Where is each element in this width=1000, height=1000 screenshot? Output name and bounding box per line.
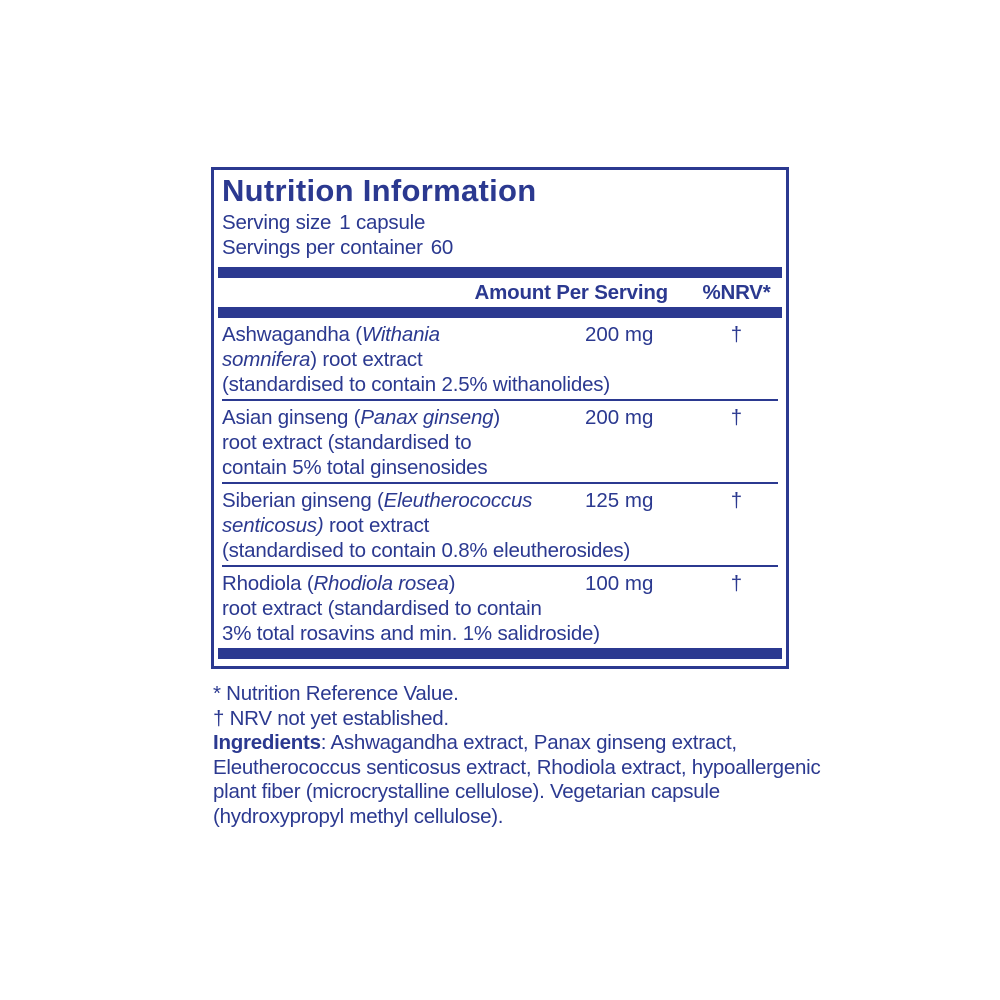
text-segment: )	[448, 572, 456, 595]
amount-value: 200 mg	[585, 406, 654, 429]
ingredient-name: Siberian ginseng (Eleutherococcus sentico…	[222, 488, 630, 563]
text-segment: somnifera	[222, 348, 311, 371]
text-segment: Withania	[361, 323, 440, 346]
ingredient-name-line: Rhodiola (Rhodiola rosea)	[222, 571, 585, 596]
ingredient-name-line: Ashwagandha (Withania	[222, 322, 585, 347]
serving-size-label: Serving size	[222, 211, 332, 234]
nrv-value: †	[730, 406, 743, 429]
ingredients-line: Eleutherococcus senticosus extract, Rhod…	[213, 756, 833, 781]
ingredient-name-line: root extract (standardised to	[222, 430, 585, 455]
text-segment: Ingredients	[213, 731, 321, 755]
ingredients-line: plant fiber (microcrystalline cellulose)…	[213, 780, 833, 805]
amount-value: 100 mg	[585, 572, 654, 595]
serving-size-line: Serving size 1 capsule	[222, 210, 778, 235]
text-segment: (standardised to contain 2.5% withanolid…	[222, 373, 610, 396]
nrv-value: †	[730, 572, 743, 595]
nrv-value: †	[730, 323, 743, 346]
text-segment: (hydroxypropyl methyl cellulose).	[213, 804, 504, 828]
amount-value: 125 mg	[585, 489, 654, 512]
ingredient-name-line: (standardised to contain 0.8% eleutheros…	[222, 538, 630, 563]
table-row: Ashwagandha (Withania somnifera) root ext…	[222, 318, 778, 399]
footnote-nrv-reference: * Nutrition Reference Value.	[213, 682, 459, 705]
text-segment: Panax ginseng	[360, 406, 494, 429]
text-segment: )	[493, 406, 500, 429]
table-row: Rhodiola (Rhodiola rosea) root extract (s…	[222, 565, 778, 648]
amount-value: 200 mg	[585, 323, 654, 346]
ingredient-name-line: root extract (standardised to contain	[222, 596, 585, 621]
text-segment: Asian ginseng (	[222, 406, 361, 429]
panel-title: Nutrition Information	[222, 173, 537, 208]
ingredient-name-line: somnifera) root extract	[222, 347, 585, 372]
text-segment: Siberian ginseng (	[222, 489, 384, 512]
nrv-value: †	[730, 489, 743, 512]
text-segment: Rhodiola rosea	[313, 572, 449, 595]
ingredient-name: Rhodiola (Rhodiola rosea) root extract (s…	[222, 571, 600, 646]
text-segment: root extract (standardised to	[222, 431, 472, 454]
ingredients-line: (hydroxypropyl methyl cellulose).	[213, 805, 833, 830]
text-segment: root extract (standardised to contain	[222, 597, 542, 620]
ingredients-line: Ingredients: Ashwagandha extract, Panax …	[213, 731, 833, 756]
text-segment: Ashwagandha (	[222, 323, 362, 346]
text-segment: senticosus)	[222, 514, 324, 537]
text-segment: (standardised to contain 0.8% eleutheros…	[222, 539, 631, 562]
ingredient-name-line: 3% total rosavins and min. 1% salidrosid…	[222, 621, 600, 646]
text-segment: 3% total rosavins and min. 1% salidrosid…	[222, 622, 600, 645]
ingredient-name-line: contain 5% total ginsenosides	[222, 455, 585, 480]
text-segment: contain 5% total ginsenosides	[222, 456, 488, 479]
text-segment: ) root extract	[310, 348, 423, 371]
ingredient-name-line: Siberian ginseng (Eleutherococcus	[222, 488, 585, 513]
ingredients-paragraph: Ingredients: Ashwagandha extract, Panax …	[213, 731, 833, 829]
nutrition-panel: Nutrition Information Serving size 1 caps…	[211, 167, 789, 669]
divider-thick-top	[218, 267, 782, 278]
divider-thick-bottom	[218, 648, 782, 659]
ingredient-name-line: senticosus) root extract	[222, 513, 585, 538]
text-segment: : Ashwagandha extract, Panax ginseng ext…	[320, 731, 737, 755]
ingredient-name: Ashwagandha (Withania somnifera) root ext…	[222, 322, 610, 397]
servings-per-container-value: 60	[430, 236, 454, 259]
text-segment: plant fiber (microcrystalline cellulose)…	[213, 780, 720, 804]
table-row: Asian ginseng (Panax ginseng) root extrac…	[222, 399, 778, 482]
footer: * Nutrition Reference Value. † NRV not y…	[213, 682, 833, 830]
ingredient-name-line: (standardised to contain 2.5% withanolid…	[222, 372, 610, 397]
nrv-header: %NRV*	[702, 280, 771, 304]
text-segment: Rhodiola (	[222, 572, 314, 595]
text-segment: Eleutherococcus senticosus extract, Rhod…	[213, 755, 821, 779]
footnote-nrv-not-established: † NRV not yet established.	[213, 706, 449, 730]
ingredient-rows: Ashwagandha (Withania somnifera) root ext…	[222, 318, 778, 648]
divider-thick-under-headers	[218, 307, 782, 318]
ingredient-name-line: Asian ginseng (Panax ginseng)	[222, 405, 585, 430]
servings-per-container-label: Servings per container	[222, 236, 423, 259]
ingredient-name: Asian ginseng (Panax ginseng) root extrac…	[222, 405, 585, 480]
text-segment: root extract	[323, 514, 430, 537]
column-headers: Amount Per Serving %NRV*	[222, 278, 778, 307]
amount-per-serving-header: Amount Per Serving	[474, 280, 669, 304]
table-row: Siberian ginseng (Eleutherococcus sentico…	[222, 482, 778, 565]
serving-size-value: 1 capsule	[339, 211, 426, 234]
text-segment: Eleutherococcus	[383, 489, 533, 512]
servings-per-container-line: Servings per container 60	[222, 235, 778, 260]
